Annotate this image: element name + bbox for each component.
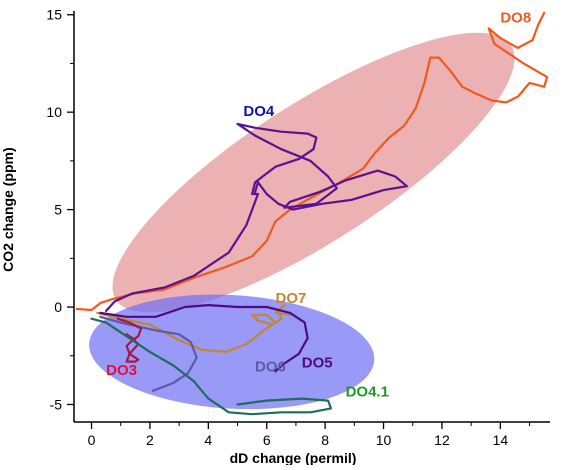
series-line-do3 bbox=[116, 317, 143, 363]
x-tick-label: 12 bbox=[434, 432, 450, 448]
x-tick-label: 0 bbox=[88, 432, 96, 448]
series-label-do5: DO5 bbox=[302, 354, 333, 371]
x-tick-label: 10 bbox=[376, 432, 392, 448]
x-axis-title: dD change (permil) bbox=[230, 450, 357, 465]
y-tick-label: 15 bbox=[46, 7, 62, 23]
shaded-region-1 bbox=[112, 32, 515, 313]
series-line-do5 bbox=[99, 304, 309, 373]
x-tick-label: 14 bbox=[493, 432, 509, 448]
series-label-do4-1: DO4.1 bbox=[346, 384, 389, 401]
series-line-do4 bbox=[105, 122, 408, 312]
y-tick-label: 5 bbox=[54, 202, 62, 218]
ticks-layer: 0 2 4 6 8 10 12 14 -5 0 5 10 15 bbox=[46, 7, 531, 448]
y-axis-title: CO2 change (ppm) bbox=[0, 147, 16, 271]
x-tick-label: 4 bbox=[204, 432, 212, 448]
series-line-do4-1 bbox=[90, 317, 333, 416]
shaded-region-2 bbox=[89, 294, 375, 410]
y-tick-label: 10 bbox=[46, 104, 62, 120]
series-label-do7: DO7 bbox=[275, 290, 306, 307]
series-line-do8 bbox=[75, 11, 549, 312]
regions-layer bbox=[89, 32, 515, 410]
x-tick-label: 6 bbox=[263, 432, 271, 448]
series-label-do6: DO6 bbox=[255, 358, 286, 375]
x-tick-label: 2 bbox=[146, 432, 154, 448]
series-layer bbox=[75, 11, 549, 416]
series-labels-layer: DO8 DO4 DO7 DO5 DO6 DO3 DO4.1 bbox=[106, 10, 531, 401]
axes-layer: dD change (permil) CO2 change (ppm) bbox=[0, 10, 550, 466]
x-tick-label: 8 bbox=[321, 432, 329, 448]
series-label-do8: DO8 bbox=[500, 10, 531, 27]
series-label-do3: DO3 bbox=[106, 362, 137, 379]
y-tick-label: 0 bbox=[54, 299, 62, 315]
series-label-do4: DO4 bbox=[243, 103, 275, 120]
y-tick-label: -5 bbox=[50, 396, 63, 412]
